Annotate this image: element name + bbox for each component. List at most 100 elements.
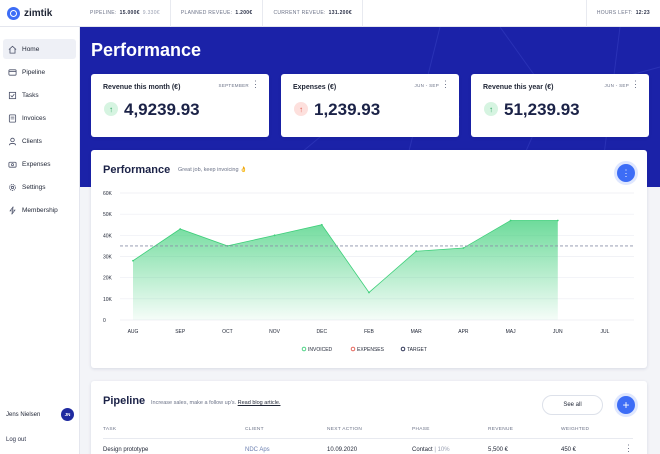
sidebar-item-label: Membership (22, 206, 58, 214)
series-line-invoiced (132, 220, 558, 294)
series-point (509, 219, 512, 222)
sidebar-item-label: Settings (22, 183, 46, 191)
legend-label-expenses: EXPENSES (357, 347, 385, 353)
sidebar-item-expenses[interactable]: Expenses (3, 154, 76, 174)
x-tick-label: AUG (128, 329, 139, 335)
sidebar-item-settings[interactable]: Settings (3, 177, 76, 197)
series-point (273, 234, 276, 237)
series-point (179, 228, 182, 230)
user-icon (8, 137, 17, 146)
sidebar-item-membership[interactable]: Membership (3, 200, 76, 220)
x-tick-label: APR (458, 329, 469, 335)
x-tick-label: DEC (317, 329, 328, 335)
column-header-weighted: WEIGHTED (561, 427, 590, 432)
invoice-icon (8, 113, 17, 123)
more-icon[interactable]: ⋮ (631, 79, 640, 89)
chart-menu-button[interactable]: ⋮ (617, 164, 635, 182)
see-all-button[interactable]: See all (542, 395, 603, 415)
sidebar-item-label: Invoices (22, 114, 46, 122)
user-profile[interactable]: Jens Nielsen JN (6, 408, 74, 421)
kpi-value: 51,239.93 (504, 100, 580, 119)
bolt-icon (8, 206, 17, 215)
current-revenue-metric: CURRENT REVEUE: 131.200€ (263, 0, 363, 27)
legend-marker-target (400, 346, 406, 352)
performance-chart: 0 10K 20K 30K 40K 50K 60K AUG SEP OCT NOV DEC FEB MAR… (103, 191, 634, 353)
sidebar-item-label: Clients (22, 137, 42, 145)
legend-marker-expenses (350, 346, 356, 352)
metric-value: 1.200€ (235, 10, 253, 16)
logo-text: zimtik (24, 7, 53, 19)
row-phase: Contact | 10% (412, 447, 450, 453)
phase-label: Contact (412, 447, 433, 453)
arrow-up-icon: ↑ (484, 102, 498, 116)
series-point (462, 247, 465, 249)
x-tick-label: JUL (601, 329, 610, 335)
blog-article-link[interactable]: Read blog article. (237, 400, 281, 406)
row-next-action: 10.09.2020 (327, 447, 358, 453)
row-client[interactable]: NDC Aps (245, 447, 270, 453)
logo[interactable]: zimtik (0, 6, 80, 20)
series-point (320, 223, 323, 226)
metric-value: 15.000€ (119, 10, 140, 16)
row-more-icon[interactable]: ⋮ (624, 443, 633, 453)
top-bar: zimtik PIPELINE: 15.000€ 9.330€ PLANNED … (0, 0, 660, 27)
pipeline-card: Pipeline Increase sales, make a follow u… (91, 381, 647, 454)
metric-label: PLANNED REVEUE: (180, 10, 233, 16)
metric-label: HOURS LEFT: (596, 10, 633, 16)
more-icon[interactable]: ⋮ (441, 79, 450, 89)
arrow-up-icon: ↑ (294, 102, 308, 116)
y-tick-label: 50K (103, 212, 113, 218)
page-title: Performance (91, 40, 202, 60)
series-point (415, 250, 418, 253)
kpi-title: Revenue this year (€) (483, 84, 554, 91)
column-header-task: TASK (103, 427, 117, 432)
column-header-next-action: NEXT ACTION (327, 427, 363, 432)
kpi-value: 1,239.93 (314, 100, 381, 119)
y-tick-label: 40K (103, 233, 113, 239)
series-area-invoiced (133, 220, 558, 320)
phase-percent: | 10% (434, 447, 450, 453)
legend-label-invoiced: INVOICED (308, 347, 333, 353)
series-point (132, 259, 134, 262)
kpi-period: JUN - SEP (414, 83, 439, 88)
metric-label: CURRENT REVEUE: (273, 10, 326, 16)
kpi-card-revenue-month: Revenue this month (€) SEPTEMBER ⋮ ↑ 4,9… (91, 74, 269, 137)
sidebar-item-pipeline[interactable]: Pipeline (3, 62, 76, 82)
sidebar-item-invoices[interactable]: Invoices (3, 108, 76, 128)
row-task[interactable]: Design prototype (103, 447, 149, 453)
pipeline-title: Pipeline (103, 395, 146, 407)
more-icon[interactable]: ⋮ (251, 79, 260, 89)
sidebar-item-tasks[interactable]: Tasks (3, 85, 76, 105)
row-revenue: 5,500 € (488, 447, 509, 453)
y-tick-label: 10K (103, 297, 113, 303)
add-button[interactable]: + (617, 396, 635, 414)
logout-link[interactable]: Log out (6, 437, 27, 443)
y-tick-label: 30K (103, 255, 113, 261)
sidebar-item-home[interactable]: Home (3, 39, 76, 59)
x-tick-label: OCT (222, 329, 233, 335)
column-header-revenue: REVENUE (488, 427, 514, 432)
x-tick-label: FEB (364, 329, 374, 335)
x-tick-label: NOV (269, 329, 281, 335)
x-tick-label: SEP (175, 329, 186, 335)
metric-value: 131.200€ (328, 10, 352, 16)
row-weighted: 450 € (561, 447, 577, 453)
kpi-card-revenue-year: Revenue this year (€) JUN - SEP ⋮ ↑ 51,2… (471, 74, 649, 137)
tasks-icon (8, 91, 17, 100)
planned-revenue-metric: PLANNED REVEUE: 1.200€ (171, 0, 264, 27)
column-header-client: CLIENT (245, 427, 264, 432)
kpi-card-expenses: Expenses (€) JUN - SEP ⋮ ↑ 1,239.93 (281, 74, 459, 137)
column-header-phase: PHASE (412, 427, 430, 432)
pipeline-subtitle: Increase sales, make a follow up's. Read… (151, 400, 280, 406)
legend-marker-invoiced (301, 346, 307, 352)
sidebar-item-label: Home (22, 45, 40, 53)
table-divider (103, 438, 633, 439)
y-tick-label: 20K (103, 276, 113, 282)
metric-label: PIPELINE: (90, 10, 117, 16)
series-point (556, 219, 559, 222)
user-name: Jens Nielsen (6, 411, 41, 418)
x-tick-label: JUN (553, 329, 563, 335)
kpi-title: Revenue this month (€) (103, 84, 181, 91)
sidebar-item-clients[interactable]: Clients (3, 131, 76, 151)
y-tick-label: 60K (103, 191, 113, 197)
